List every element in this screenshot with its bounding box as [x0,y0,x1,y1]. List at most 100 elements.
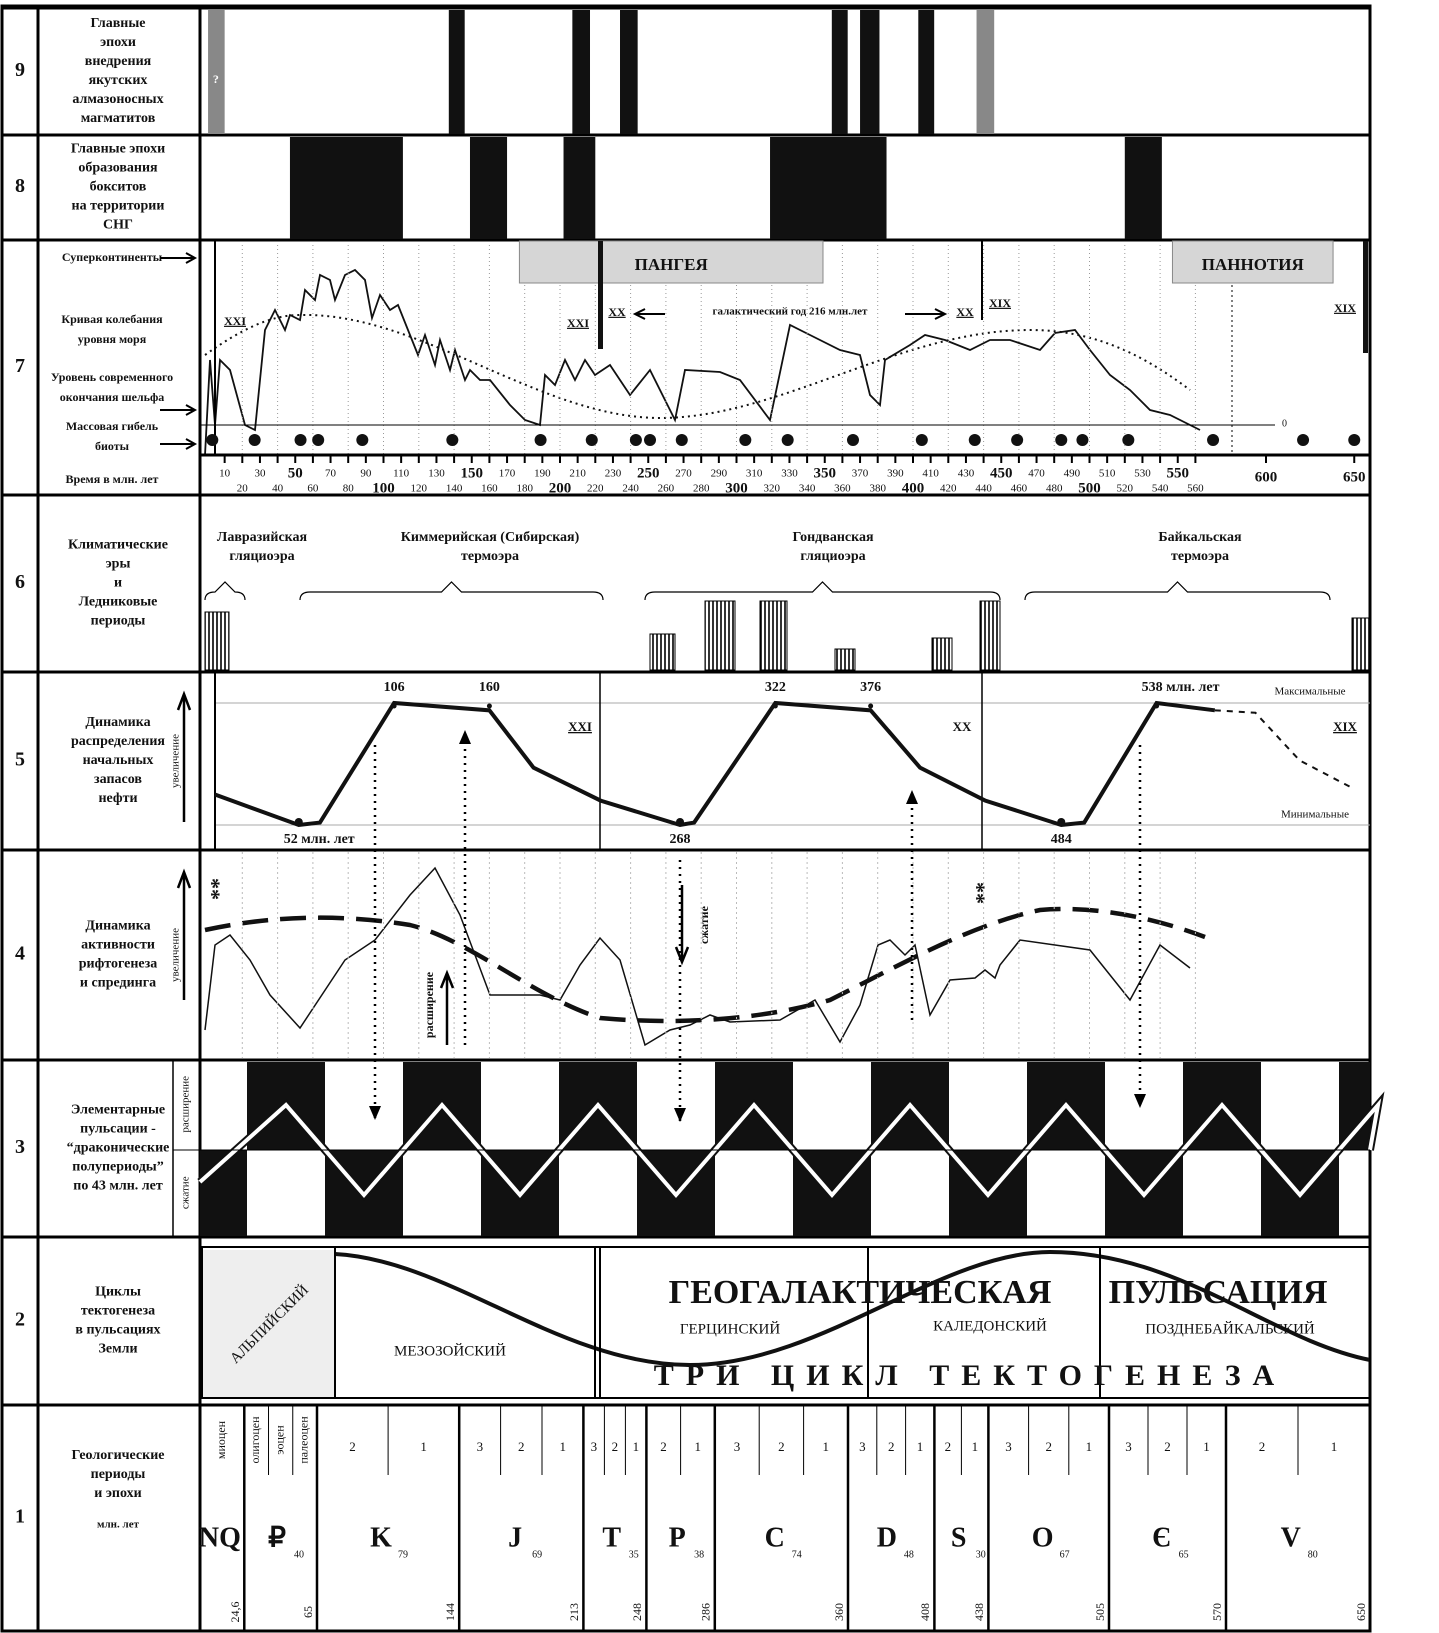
epoch-label: 1 [1086,1439,1093,1454]
row-label: в пульсациях [75,1323,160,1338]
epoch-label: 2 [1259,1439,1266,1454]
epoch-label: 2 [945,1439,952,1454]
epoch-label: 2 [888,1439,895,1454]
epoch-label: 2 [660,1439,667,1454]
epoch-label: 2 [1164,1439,1171,1454]
row-label: запасов [94,772,142,787]
row-label: тектогенеза [81,1304,155,1319]
oil-label: 160 [479,680,500,695]
row-label: по 43 млн. лет [73,1179,163,1194]
glacial-period [649,633,676,671]
tick-label: 230 [605,468,622,480]
period-symbol: Є [1152,1522,1171,1553]
era-brace [1024,581,1331,601]
period-duration: 30 [976,1549,986,1560]
epoch-label: 3 [1005,1439,1012,1454]
diamond-epoch [208,10,225,134]
epoch-label: 3 [859,1439,866,1454]
period-duration: 38 [694,1549,704,1560]
period-duration: 69 [532,1549,542,1560]
tick-label: 220 [587,483,604,495]
oil-label: 538 млн. лет [1142,680,1220,695]
diamond-epoch [860,10,880,134]
epoch-label: 1 [694,1439,701,1454]
epoch-label: палеоцен [297,1416,311,1464]
tick-label: 450 [990,465,1013,481]
diamond-epoch [976,10,995,134]
supercontinent [1171,240,1334,284]
row-label: внедрения [85,54,152,69]
epoch-label: 3 [1125,1439,1132,1454]
period-symbol: K [370,1522,392,1553]
min-label: Минимальные [1281,809,1349,821]
glacial-period [759,600,788,671]
mass-extinction [644,434,657,446]
period-duration: 65 [1179,1549,1189,1560]
label-arrow [160,252,198,264]
climate-era: Киммерийская (Сибирская) [401,530,580,545]
period-symbol: ₽ [268,1522,286,1553]
tick-label: 480 [1046,483,1063,495]
mass-extinction [294,434,307,446]
row-label: окончания шельфа [60,390,165,404]
row-label: Массовая гибель [66,419,159,433]
tick-label: 290 [711,468,728,480]
period-symbol: T [602,1522,621,1553]
period-duration: 80 [1308,1549,1318,1560]
mass-extinction [1297,434,1310,446]
row-label: Климатические [68,538,168,553]
mass-extinction [1348,434,1361,446]
climate-era: Лавразийская [217,530,308,545]
period-end: 286 [699,1603,713,1621]
pulse-zigzag [198,1098,1382,1199]
row-label: эпохи [100,35,136,50]
mass-extinction [739,434,752,446]
mass-extinction [846,434,859,446]
climate-era: Байкальская [1158,530,1242,545]
epoch-label: 3 [734,1439,741,1454]
mass-extinction [1122,434,1135,446]
tick-label: 150 [461,465,484,481]
glacial-period [1351,617,1371,671]
row-label: Геологические [72,1448,165,1463]
tick-label: 360 [834,483,851,495]
tick-label: 180 [516,483,533,495]
tick-label: 500 [1078,480,1101,496]
climate-era: термоэра [1171,549,1229,564]
period-duration: 67 [1060,1549,1070,1560]
tick-label: 130 [428,468,445,480]
tick-label: 600 [1255,469,1278,485]
epoch-label: 1 [1203,1439,1210,1454]
row-label: Суперконтиненты [62,250,163,264]
period-end: 213 [567,1603,581,1621]
tick-label: 490 [1064,468,1081,480]
tick-label: 320 [764,483,781,495]
period-end: 144 [443,1603,457,1621]
tick-label: 190 [534,468,551,480]
tick-label: 110 [393,468,410,480]
period-end: 505 [1093,1603,1107,1621]
compression-label: сжатие [697,905,711,944]
row-label: Циклы [95,1285,141,1300]
mass-extinction [781,434,794,446]
tick-label: 350 [814,465,837,481]
row-label: биоты [95,439,130,453]
bauxite-epoch [563,137,596,239]
diamond-epoch [831,10,848,134]
side-label: сжатие [180,1176,192,1209]
period-end: 570 [1210,1603,1224,1621]
tick-label: 50 [288,465,303,481]
tick-label: 120 [411,483,428,495]
row-label: Уровень современного [51,370,173,384]
pulsation-title: ПУЛЬСАЦИЯ [1109,1274,1328,1311]
bauxite-epoch [469,137,508,239]
oil-forecast [1214,709,1352,789]
row-label: Динамика [85,919,150,934]
boundary-bar [598,241,603,349]
cycle-label: XXI [224,314,246,328]
period-symbol: V [1281,1522,1301,1553]
cycle-label: ПОЗДНЕБАЙКАЛЬСКИЙ [1145,1320,1315,1337]
oil-label: 52 млн. лет [284,832,355,847]
period-symbol: O [1032,1522,1054,1553]
side-label: расширение [180,1076,192,1133]
